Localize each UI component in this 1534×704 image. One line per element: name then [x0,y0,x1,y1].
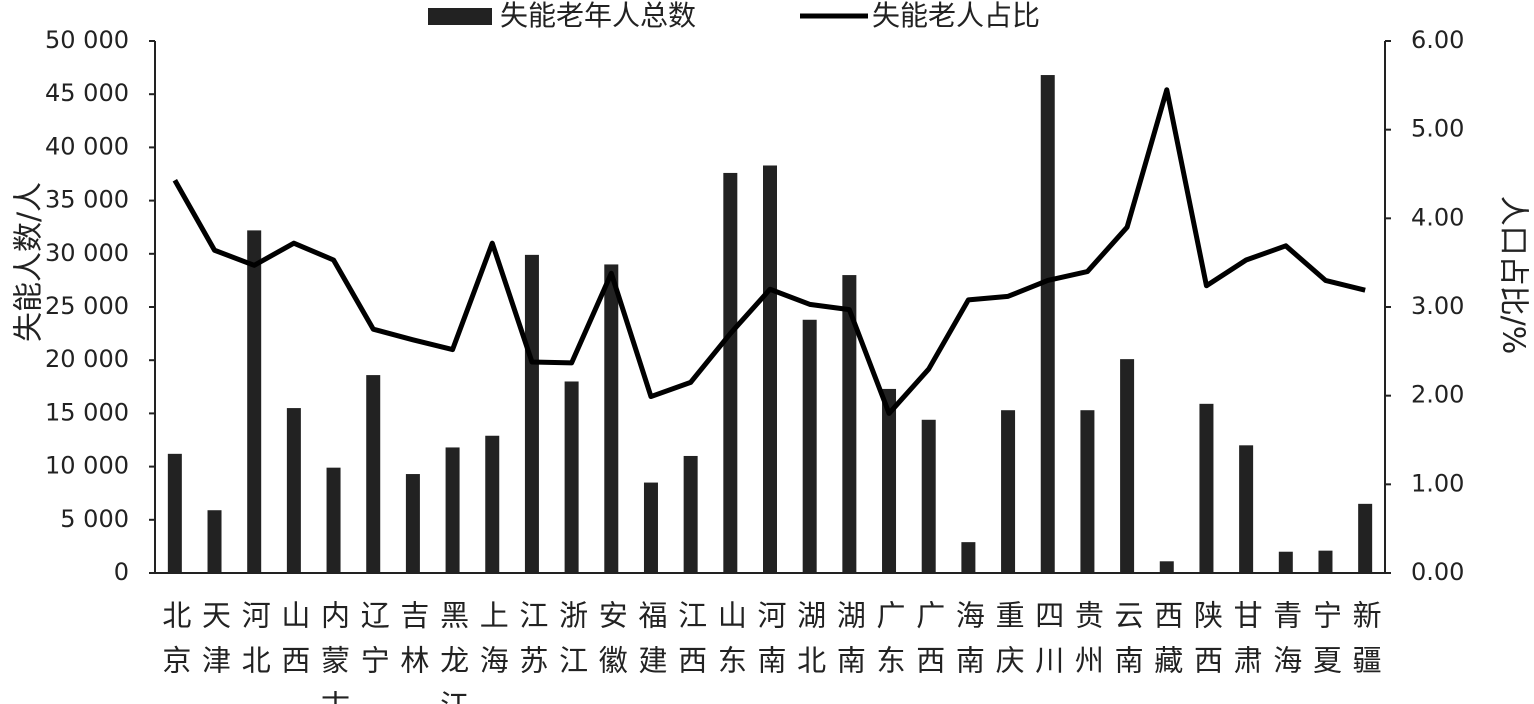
x-tick-label: 山西 [277,600,311,690]
y2-tick-label: 3.00 [1411,292,1464,320]
bar [247,230,262,573]
bar [604,264,619,573]
x-tick-label: 福建 [634,600,668,690]
legend-label: 失能老人占比 [872,0,1040,32]
x-tick-label: 内蒙古 [317,600,351,704]
bar [1080,410,1095,573]
y2-tick-label: 4.00 [1411,203,1464,231]
x-tick-label: 江西 [674,600,708,690]
bar [1120,359,1135,573]
x-tick-label: 湖北 [793,600,827,690]
y2-axis-title: 人口占比/% [1496,196,1531,355]
bar [802,319,817,573]
y-tick-label: 0 [114,558,129,586]
x-tick-label: 青海 [1269,600,1303,690]
bar [1199,403,1214,573]
y-tick-label: 35 000 [45,186,129,214]
bar [167,453,182,573]
bar [485,435,500,573]
x-tick-label: 甘肃 [1229,600,1263,690]
x-tick-label: 上海 [475,600,509,690]
y-tick-label: 50 000 [45,26,129,54]
bar [842,275,857,573]
x-tick-label: 新疆 [1348,600,1382,690]
y-tick-label: 25 000 [45,292,129,320]
x-tick-label: 陕西 [1189,600,1223,690]
bar [1358,503,1373,573]
bar [445,447,460,573]
y-tick-label: 15 000 [45,398,129,426]
x-tick-label: 广西 [912,600,946,690]
y-tick-label: 30 000 [45,239,129,267]
x-tick-label: 黑龙江 [436,600,470,704]
x-tick-label: 西藏 [1150,600,1184,690]
x-tick-label: 海南 [951,600,985,690]
y-tick-label: 10 000 [45,452,129,480]
x-tick-label: 天津 [198,600,232,690]
bar [961,542,976,573]
x-tick-label: 浙江 [555,600,589,690]
y2-tick-label: 2.00 [1411,381,1464,409]
bar [723,172,738,573]
bar [207,510,222,573]
y-tick-label: 45 000 [45,79,129,107]
y2-tick-label: 1.00 [1411,469,1464,497]
x-tick-label: 四川 [1031,600,1065,690]
bar [1040,75,1055,573]
bar [366,375,381,573]
x-tick-label: 河北 [237,600,271,690]
legend-swatch [428,8,492,25]
y2-tick-label: 6.00 [1411,26,1464,54]
bar [564,381,579,573]
legend-label: 失能老年人总数 [500,0,696,32]
bar [921,419,936,573]
x-tick-label: 江苏 [515,600,549,690]
bar [326,467,341,573]
bar [683,455,698,573]
x-tick-label: 吉林 [396,600,430,690]
x-tick-label: 湖南 [832,600,866,690]
bar [405,474,420,573]
x-tick-label: 重庆 [991,600,1025,690]
y-tick-label: 40 000 [45,132,129,160]
bar [882,388,897,573]
bar [1239,445,1254,573]
x-tick-label: 云南 [1110,600,1144,690]
x-tick-label: 宁夏 [1308,600,1342,690]
x-tick-label: 辽宁 [356,600,390,690]
bar [1159,561,1174,573]
x-tick-label: 河南 [753,600,787,690]
line [172,87,1366,416]
bar [1278,551,1293,573]
x-tick-label: 北京 [158,600,192,690]
y2-tick-label: 5.00 [1411,115,1464,143]
bar [1001,410,1016,573]
bar [763,165,777,573]
y-tick-label: 20 000 [45,345,129,373]
x-tick-label: 山东 [713,600,747,690]
y-axis-title: 失能人数/人 [12,182,47,342]
x-tick-label: 贵州 [1070,600,1104,690]
y-tick-label: 5 000 [60,505,129,533]
bar [1318,550,1333,573]
y2-tick-label: 0.00 [1411,558,1464,586]
bar [286,408,301,573]
x-tick-label: 广东 [872,600,906,690]
bar [524,254,539,573]
bar [643,482,658,573]
x-tick-label: 安徽 [594,600,628,690]
